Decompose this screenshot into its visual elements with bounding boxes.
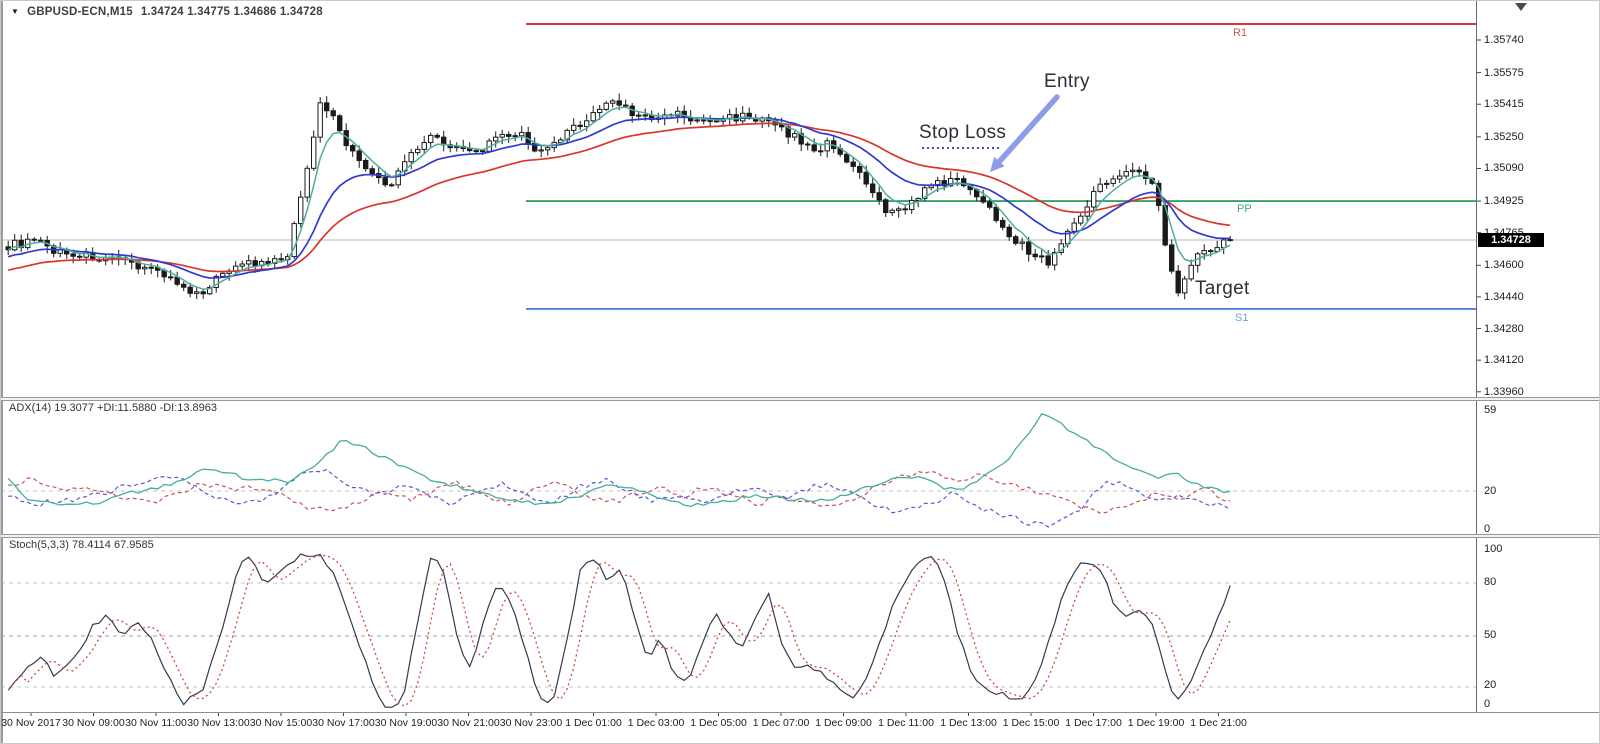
target-annotation: Target xyxy=(1195,278,1250,299)
entry-arrow xyxy=(996,94,1060,165)
time-tick-label: 1 Dec 03:00 xyxy=(627,717,685,729)
minus-di-line xyxy=(8,470,1231,514)
price-tick-label: 1.34280 xyxy=(1484,322,1524,335)
adx-indicator-label: ADX(14) 19.3077 +DI:11.5880 -DI:13.8963 xyxy=(9,402,218,414)
price-axis-line xyxy=(1476,1,1477,712)
stoch-tick-label: 20 xyxy=(1484,679,1497,691)
main-panel[interactable] xyxy=(1,22,1476,310)
time-tick-label: 1 Dec 11:00 xyxy=(878,717,934,729)
entry-annotation: Entry xyxy=(1044,71,1090,92)
time-tick-label: 30 Nov 17:00 xyxy=(312,717,375,729)
price-tick-label: 1.34925 xyxy=(1484,195,1524,208)
time-axis-line xyxy=(1,712,1599,713)
price-tick-label: 1.35090 xyxy=(1484,162,1524,175)
stoch-tick-label: 0 xyxy=(1484,698,1491,710)
time-tick-label: 1 Dec 19:00 xyxy=(1127,717,1185,729)
time-tick-label: 1 Dec 13:00 xyxy=(940,717,997,729)
stoch-indicator-label: Stoch(5,3,3) 78.4114 67.9585 xyxy=(9,539,154,551)
price-tick-label: 1.35740 xyxy=(1484,34,1524,46)
adx-line xyxy=(7,413,1231,508)
time-tick-label: 1 Dec 21:00 xyxy=(1190,717,1247,729)
ma-fast-teal xyxy=(7,106,1231,290)
stoch-tick-label: 100 xyxy=(1484,543,1503,555)
stoch-k-line xyxy=(7,553,1231,708)
ma-mid-blue xyxy=(7,116,1231,279)
window-left-edge xyxy=(1,1,3,743)
time-tick-label: 1 Dec 07:00 xyxy=(752,717,810,729)
stoch-d-line xyxy=(7,554,1231,707)
price-tick-label: 1.35415 xyxy=(1484,98,1524,111)
symbol-title: GBPUSD-ECN,M15 xyxy=(27,6,133,18)
time-tick-label: 1 Dec 05:00 xyxy=(690,717,747,729)
plus-di-line xyxy=(8,468,1231,528)
panel-divider xyxy=(1,397,1599,401)
time-tick-label: 30 Nov 13:00 xyxy=(187,717,250,729)
price-tick-label: 1.35575 xyxy=(1484,66,1524,79)
stop-loss-annotation: Stop Loss xyxy=(919,122,1007,143)
time-tick-label: 30 Nov 15:00 xyxy=(249,717,313,729)
price-tick-label: 1.34120 xyxy=(1484,354,1524,367)
symbol-dropdown-icon[interactable]: ▼ xyxy=(11,7,20,16)
time-tick-label: 1 Dec 17:00 xyxy=(1065,717,1122,729)
price-tick-label: 1.34600 xyxy=(1484,259,1524,272)
pp-label: PP xyxy=(1237,203,1252,215)
time-tick-label: 30 Nov 09:00 xyxy=(62,717,125,729)
time-tick-label: 30 Nov 2017 xyxy=(1,717,61,729)
r1-label: R1 xyxy=(1233,27,1248,39)
ma-slow-red xyxy=(7,122,1231,273)
adx-tick-label: 20 xyxy=(1484,485,1497,497)
adx-panel[interactable] xyxy=(1,413,1476,528)
price-tick-label: 1.33960 xyxy=(1484,385,1524,398)
time-tick-label: 1 Dec 01:00 xyxy=(565,717,622,729)
adx-tick-label: 59 xyxy=(1484,404,1497,416)
time-tick-label: 30 Nov 21:00 xyxy=(437,717,500,729)
s1-label: S1 xyxy=(1235,312,1249,324)
time-tick-label: 1 Dec 09:00 xyxy=(815,717,872,729)
time-tick-label: 30 Nov 23:00 xyxy=(499,717,563,729)
stoch-tick-label: 50 xyxy=(1484,629,1497,641)
header-bar: ▼ GBPUSD-ECN,M15 1.34724 1.34775 1.34686… xyxy=(11,6,323,18)
stoch-tick-label: 80 xyxy=(1484,576,1497,588)
quote-ohlc: 1.34724 1.34775 1.34686 1.34728 xyxy=(140,6,323,18)
stoch-panel[interactable] xyxy=(1,553,1476,708)
time-tick-label: 30 Nov 11:00 xyxy=(125,717,187,729)
panel-divider xyxy=(1,534,1599,538)
price-tick-label: 1.34440 xyxy=(1484,290,1524,303)
time-tick-label: 30 Nov 19:00 xyxy=(374,717,438,729)
price-tick-label: 1.35250 xyxy=(1484,130,1524,143)
time-tick-label: 1 Dec 15:00 xyxy=(1002,717,1060,729)
adx-tick-label: 0 xyxy=(1484,523,1491,535)
candlestick-series xyxy=(5,93,1233,300)
bid-price-tag: 1.34728 xyxy=(1478,233,1544,247)
chart-shift-icon xyxy=(1515,3,1527,11)
entry-arrow-head xyxy=(990,156,1005,172)
